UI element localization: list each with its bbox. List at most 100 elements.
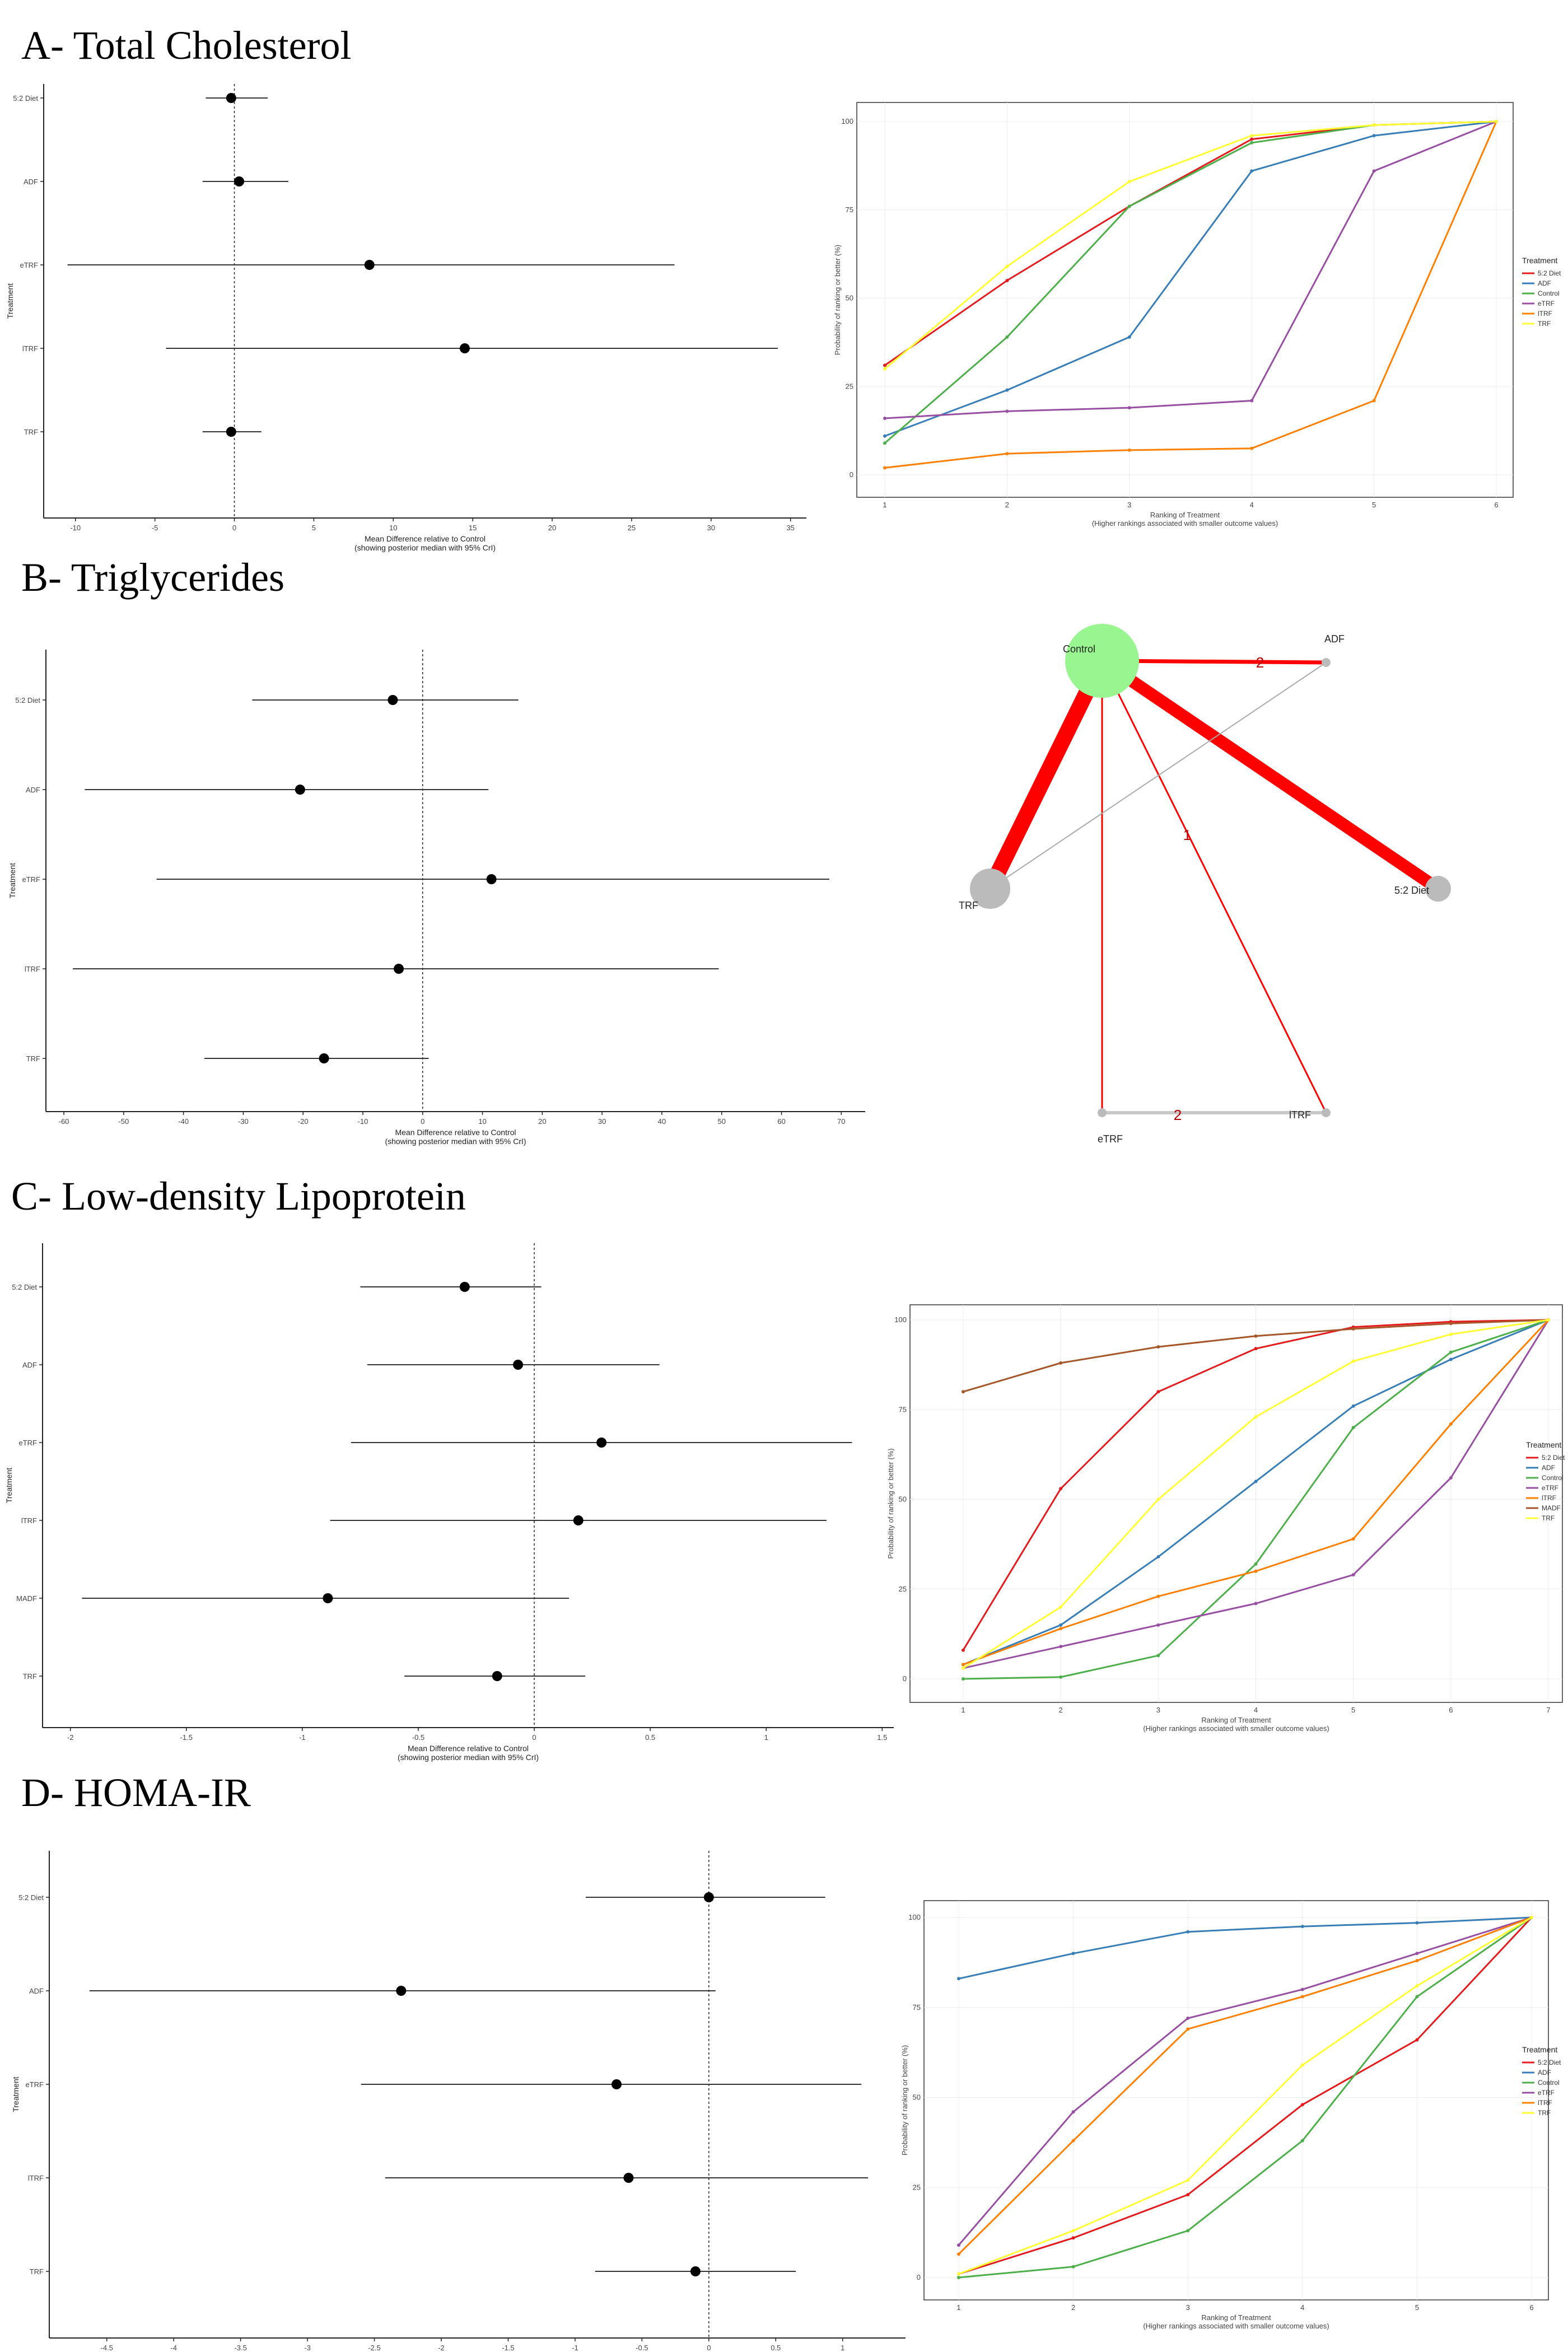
D-forest-median-point-lTRF — [623, 2173, 634, 2183]
network-node-ADF — [1322, 658, 1331, 667]
D-rank-series-line-lTRF — [958, 1916, 1532, 2255]
network-node-Control — [1065, 624, 1139, 698]
A-rank-series-point-TRF — [1250, 134, 1254, 138]
A-forest-x-tick-label: -10 — [70, 524, 81, 532]
B-forest-x-tick-label: -50 — [118, 1117, 129, 1126]
D-rank-series-point-ADF — [1300, 1925, 1304, 1929]
C-forest-median-point-MADF — [323, 1593, 333, 1603]
C-forest-y-label: Treatment — [4, 1468, 13, 1503]
D-forest-median-point-ADF — [396, 1986, 407, 1996]
A-rank-y-tick-label: 75 — [846, 206, 853, 214]
C-forest-y-tick-label: eTRF — [19, 1439, 38, 1447]
D-rank-y-tick-label: 75 — [913, 2003, 921, 2012]
A-rank-series-line-ADF — [884, 120, 1497, 437]
network-node-eTRF — [1098, 1108, 1107, 1117]
panel-c-title: C- Low-density Lipoprotein — [11, 1174, 466, 1219]
D-rank-x-tick-label: 6 — [1529, 2303, 1533, 2312]
C-rank-series-point-Control — [1449, 1350, 1453, 1354]
D-rank-series-line-TRF — [958, 1916, 1532, 2275]
C-rank-y-tick-label: 25 — [899, 1585, 907, 1593]
D-rank-series-point-5:2 Diet — [1415, 2038, 1419, 2042]
network-node-5:2 Diet — [1425, 876, 1451, 902]
C-rank-series-point-ADF — [1351, 1404, 1355, 1408]
C-rank-series-point-TRF — [1547, 1318, 1550, 1322]
A-rank-series-point-lTRF — [883, 466, 886, 470]
D-rank-legend-label-eTRF: eTRF — [1538, 2089, 1555, 2097]
B-forest-y-label: Treatment — [8, 863, 17, 898]
B-forest-x-tick-label: 30 — [598, 1117, 606, 1126]
D-forest-y-tick-label: eTRF — [26, 2080, 44, 2089]
D-rank-legend-label-TRF: TRF — [1538, 2109, 1551, 2117]
A-forest-median-point-TRF — [226, 427, 236, 437]
C-rank-y-tick-label: 100 — [894, 1315, 907, 1324]
C-rank-x-label: Ranking of Treatment — [1201, 1716, 1271, 1724]
A-rank-series-point-TRF — [1372, 123, 1376, 127]
C-rank-series-point-Control — [1254, 1562, 1258, 1566]
C-rank-legend-label-ADF: ADF — [1542, 1464, 1555, 1472]
D-rank-series-line-5:2 Diet — [958, 1916, 1533, 2275]
C-rank-series-point-MADF — [1059, 1361, 1063, 1365]
A-forest-x-label-sub: (showing posterior median with 95% CrI) — [354, 543, 496, 552]
A-rank-x-tick-label: 2 — [1005, 501, 1009, 509]
A-forest-median-point-lTRF — [459, 343, 470, 353]
A-rank-legend-label-ADF: ADF — [1538, 279, 1551, 287]
B-forest-x-tick-label: 0 — [421, 1117, 424, 1126]
A-rank-series-line-TRF — [884, 120, 1497, 370]
D-rank-x-tick-label: 1 — [956, 2303, 960, 2312]
D-rank-y-tick-label: 50 — [913, 2093, 921, 2102]
C-rank-y-tick-label: 0 — [903, 1674, 907, 1683]
C-rank-legend-title: Treatment — [1526, 1440, 1561, 1449]
A-rank-series-point-eTRF — [1250, 399, 1254, 403]
A-rank-series-line-eTRF — [884, 120, 1497, 419]
A-forest-y-tick-label: TRF — [24, 428, 38, 436]
A-rank-y-tick-label: 0 — [850, 470, 853, 479]
C-rank-series-point-MADF — [1449, 1322, 1453, 1326]
D-rank-series-point-5:2 Diet — [1071, 2236, 1075, 2240]
network-edge-ADF-TRF — [990, 662, 1327, 889]
C-rank-y-tick-label: 50 — [899, 1495, 907, 1504]
C-rank-series-point-Control — [962, 1677, 965, 1681]
D-rank-series-point-TRF — [1186, 2178, 1190, 2182]
A-forest-x-tick-label: 15 — [469, 524, 477, 532]
C-rank-series-point-TRF — [1254, 1415, 1258, 1419]
C-rank-series-point-lTRF — [1449, 1422, 1453, 1426]
D-rank-legend-label-lTRF: lTRF — [1538, 2099, 1552, 2107]
C-rank-x-tick-label: 5 — [1351, 1706, 1355, 1714]
network-node-lTRF — [1322, 1108, 1331, 1117]
D-rank-series-point-eTRF — [1186, 2017, 1190, 2020]
C-rank-series-point-TRF — [1059, 1605, 1063, 1609]
A-forest-x-tick-label: 20 — [548, 524, 556, 532]
C-rank-series-point-ADF — [1059, 1623, 1063, 1627]
D-rank-series-point-TRF — [1071, 2229, 1075, 2233]
C-rank-series-point-5:2 Diet — [1059, 1487, 1063, 1491]
C-rank-series-point-MADF — [1351, 1327, 1355, 1331]
D-rank-series-point-eTRF — [1415, 1952, 1419, 1956]
C-rank-series-point-lTRF — [1351, 1537, 1355, 1541]
C-rank-series-point-eTRF — [1254, 1602, 1258, 1606]
B-forest-x-tick-label: 40 — [658, 1117, 666, 1126]
D-rank-legend-label-ADF: ADF — [1538, 2069, 1551, 2076]
D-forest-x-tick-label: -4.5 — [101, 2344, 113, 2352]
B-forest-x-tick-label: 50 — [717, 1117, 725, 1126]
C-rank-series-point-TRF — [962, 1666, 965, 1670]
A-rank-series-point-eTRF — [883, 417, 886, 421]
D-rank-x-label-sub: (Higher rankings associated with smaller… — [1143, 2322, 1329, 2330]
A-rank-y-tick-label: 50 — [846, 294, 853, 302]
D-rank-series-point-lTRF — [1071, 2139, 1075, 2143]
D-forest-median-point-eTRF — [611, 2079, 622, 2089]
B-forest-median-point-lTRF — [394, 964, 404, 974]
network-edge-label-Control-ADF: 2 — [1256, 654, 1264, 671]
D-forest-y-tick-label: lTRF — [28, 2174, 44, 2182]
A-rank-series-point-eTRF — [1372, 169, 1376, 173]
D-forest-y-tick-label: TRF — [30, 2267, 44, 2276]
B-forest-x-tick-label: -30 — [238, 1117, 249, 1126]
C-rank-series-point-eTRF — [1059, 1645, 1063, 1649]
D-forest-x-tick-label: -4 — [170, 2344, 177, 2352]
A-rank-series-point-eTRF — [1127, 406, 1131, 410]
A-rank-series-point-lTRF — [1372, 399, 1376, 403]
C-forest-x-tick-label: -1.5 — [180, 1733, 193, 1742]
D-rank-series-point-TRF — [1300, 2063, 1304, 2067]
C-rank-series-point-ADF — [1449, 1357, 1453, 1361]
A-forest-x-tick-label: 35 — [786, 524, 794, 532]
